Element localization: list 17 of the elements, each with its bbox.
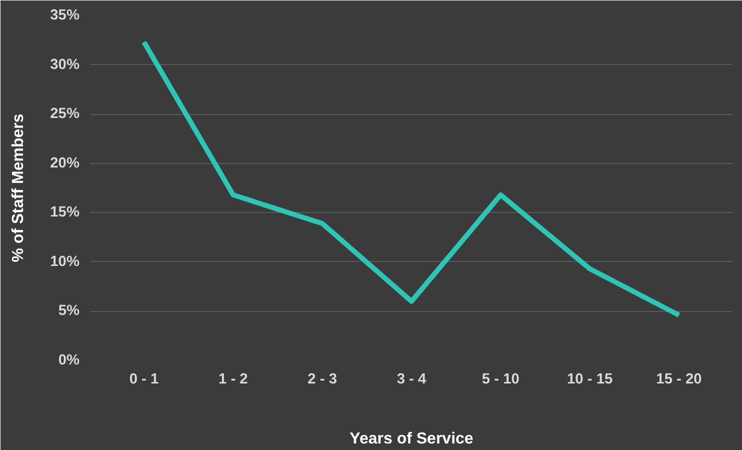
- y-tick-label: 20%: [50, 155, 80, 172]
- x-tick-label: 5 - 10: [482, 372, 520, 388]
- y-tick-label: 25%: [50, 106, 80, 122]
- y-tick-label: 5%: [58, 303, 80, 320]
- x-tick-label: 1 - 2: [218, 372, 248, 388]
- x-tick-label: 0 - 1: [129, 372, 159, 388]
- x-tick-label: 2 - 3: [308, 372, 337, 388]
- y-tick-label: 15%: [50, 204, 80, 221]
- y-tick-label: 10%: [50, 254, 80, 270]
- x-tick-label: 10 - 15: [567, 372, 613, 388]
- y-tick-label: 35%: [50, 8, 80, 24]
- y-tick-label: 0%: [58, 352, 80, 368]
- x-tick-label: 15 - 20: [656, 372, 702, 388]
- y-axis-title: % of Staff Members: [10, 114, 28, 262]
- x-axis-title: Years of Service: [350, 430, 474, 448]
- x-tick-label: 3 - 4: [396, 372, 428, 388]
- y-tick-label: 30%: [50, 56, 80, 73]
